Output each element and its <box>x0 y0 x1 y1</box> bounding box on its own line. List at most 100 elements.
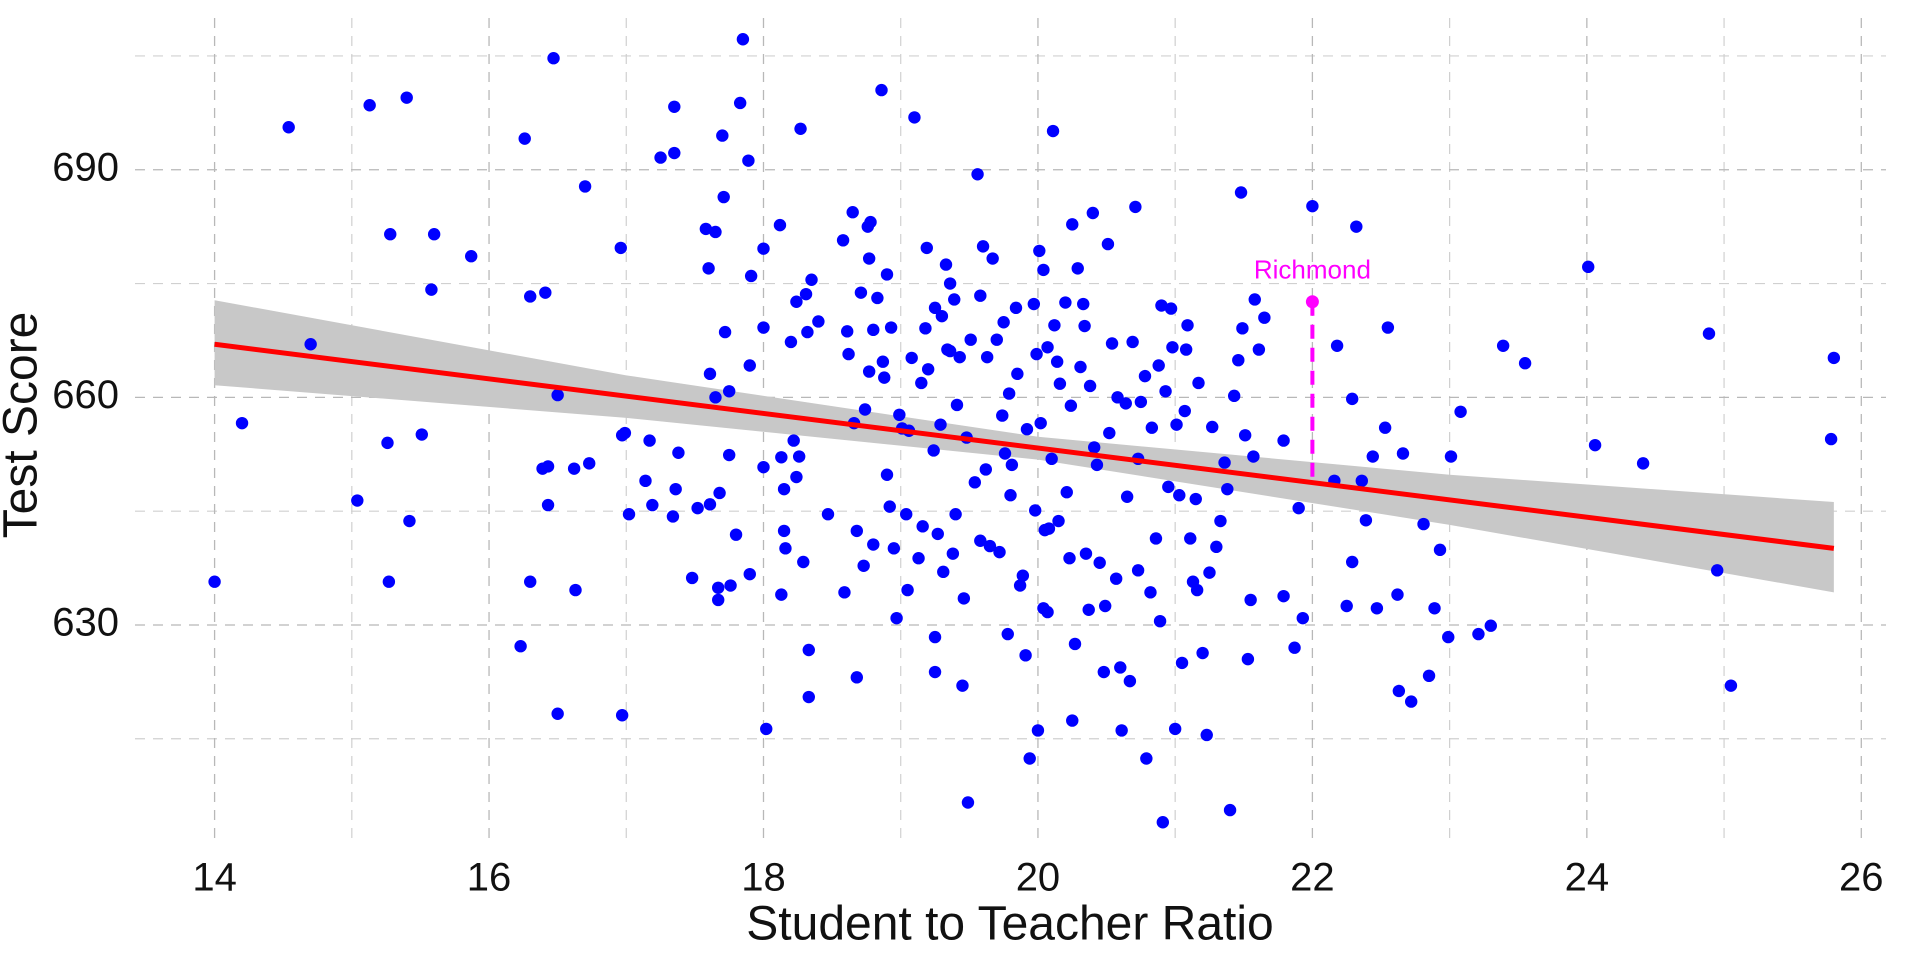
data-point <box>668 100 681 113</box>
data-point <box>857 559 870 572</box>
data-point <box>744 269 758 283</box>
data-point <box>1129 200 1142 214</box>
data-point <box>792 450 806 463</box>
data-point <box>943 277 957 290</box>
data-point <box>1366 450 1379 463</box>
x-axis-title: Student to Teacher Ratio <box>746 898 1273 951</box>
data-point <box>997 316 1010 329</box>
data-point <box>1241 652 1255 666</box>
data-point <box>304 338 317 351</box>
data-point <box>875 83 888 97</box>
data-point <box>1168 722 1182 736</box>
data-point <box>524 575 537 588</box>
data-point <box>282 121 295 134</box>
data-point <box>1232 353 1245 367</box>
data-point <box>743 359 756 372</box>
data-point <box>1292 501 1305 515</box>
data-point <box>363 99 376 112</box>
data-point <box>1046 124 1060 138</box>
data-point <box>821 508 835 521</box>
data-point <box>775 588 788 601</box>
data-point <box>1004 489 1017 502</box>
data-point <box>709 391 722 404</box>
data-point <box>773 218 787 232</box>
data-point <box>1417 517 1430 531</box>
data-point <box>1428 602 1441 615</box>
data-point <box>1082 603 1095 616</box>
data-point <box>900 508 913 521</box>
data-point <box>722 448 736 462</box>
data-point <box>1702 327 1716 340</box>
data-point <box>1105 337 1119 350</box>
data-point <box>1145 421 1159 434</box>
data-point <box>524 290 537 303</box>
data-point <box>1131 564 1145 577</box>
data-point <box>729 528 743 541</box>
data-point <box>802 690 815 704</box>
data-point <box>1098 599 1112 613</box>
data-point <box>518 132 531 145</box>
data-point <box>382 575 396 588</box>
data-point <box>1396 447 1410 460</box>
y-tick-label: 660 <box>52 373 119 417</box>
data-point <box>1093 556 1106 569</box>
data-point <box>1097 665 1111 679</box>
data-point <box>794 122 807 135</box>
data-point <box>880 468 894 481</box>
data-point <box>514 640 527 653</box>
data-point <box>1345 392 1359 406</box>
data-point <box>1134 395 1148 409</box>
data-point <box>799 287 813 301</box>
data-point <box>618 426 632 440</box>
data-point <box>1042 522 1056 535</box>
data-point <box>1090 458 1104 472</box>
x-tick-label: 24 <box>1565 856 1610 900</box>
data-point <box>846 206 859 219</box>
data-point <box>784 335 798 349</box>
data-point <box>1200 728 1213 742</box>
data-point <box>1306 199 1319 213</box>
data-point <box>1029 504 1042 517</box>
data-point <box>1196 646 1209 660</box>
data-point <box>1214 514 1227 528</box>
data-point <box>777 524 791 538</box>
data-point <box>946 547 960 560</box>
data-point <box>1210 540 1223 554</box>
data-point <box>1175 656 1189 670</box>
data-point <box>1588 438 1602 452</box>
data-point <box>1159 385 1172 398</box>
data-point <box>541 460 555 473</box>
data-point <box>1350 220 1363 233</box>
data-point <box>802 643 815 657</box>
data-point <box>1244 593 1257 607</box>
data-point <box>668 146 681 160</box>
data-point <box>1184 532 1197 545</box>
data-point <box>1166 341 1179 354</box>
data-point <box>948 293 961 306</box>
data-point <box>716 129 729 142</box>
data-point <box>669 482 682 496</box>
data-point <box>1179 343 1193 356</box>
data-point <box>615 709 629 722</box>
data-point <box>1144 586 1157 599</box>
data-point <box>1138 369 1152 383</box>
data-point <box>1156 816 1170 829</box>
data-point <box>1078 319 1091 333</box>
data-point <box>702 262 715 275</box>
data-point <box>790 295 803 308</box>
data-point <box>712 593 725 607</box>
data-point <box>928 301 942 315</box>
data-point <box>736 33 750 46</box>
data-point <box>993 545 1006 559</box>
data-point <box>465 250 478 263</box>
data-point <box>1030 347 1043 361</box>
data-point <box>1048 319 1061 332</box>
data-point <box>569 583 582 597</box>
data-point <box>905 351 918 365</box>
data-point <box>1152 359 1165 372</box>
data-point <box>979 463 992 476</box>
data-point <box>1002 387 1016 400</box>
data-point <box>415 428 429 441</box>
data-point <box>1391 588 1404 601</box>
data-point <box>1060 485 1073 499</box>
